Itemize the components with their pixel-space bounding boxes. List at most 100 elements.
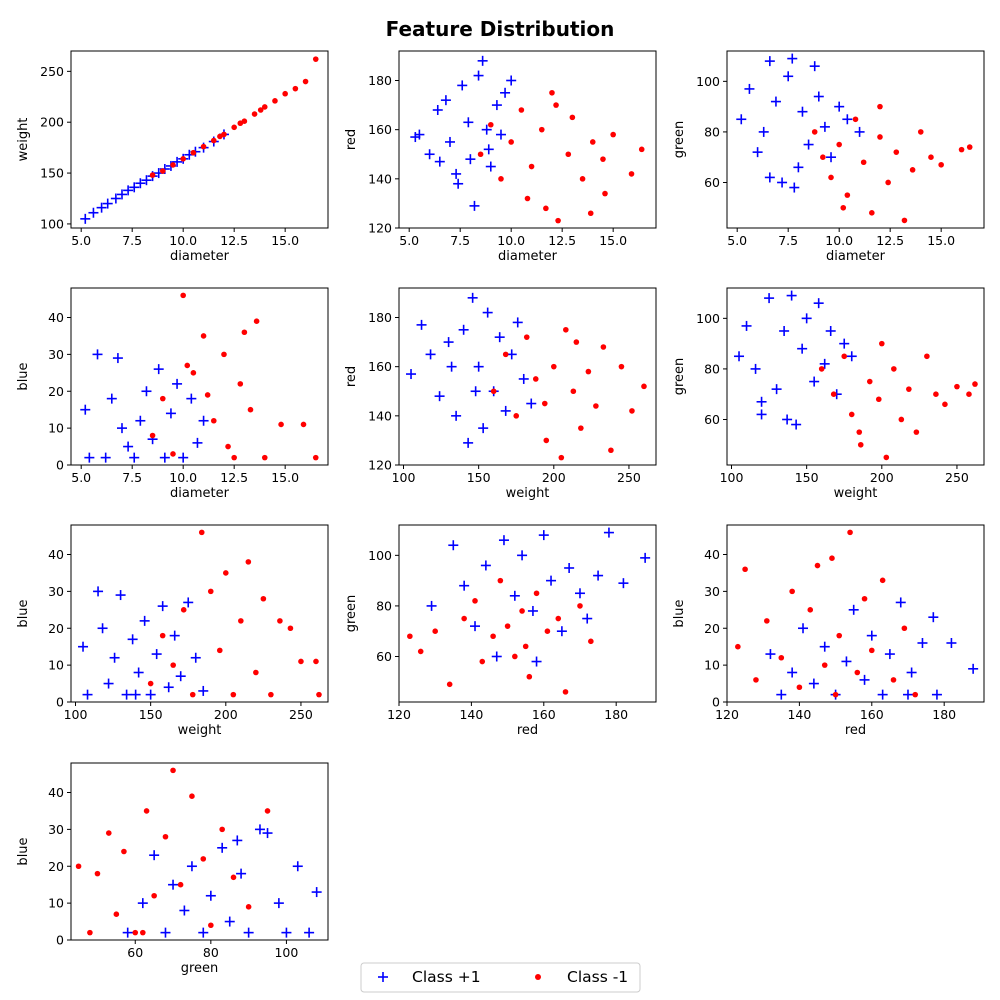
data-points (80, 292, 319, 463)
data-point-class-neg (277, 618, 283, 624)
y-tick-label: 30 (48, 822, 64, 837)
data-point-class-pos (848, 604, 859, 615)
data-point-class-pos (618, 578, 629, 589)
data-point-class-neg (829, 555, 835, 561)
data-point-class-neg (287, 625, 294, 632)
data-point-class-neg (629, 408, 635, 414)
x-tick-label: 200 (870, 470, 894, 485)
y-axis-label: green (344, 595, 359, 633)
data-point-class-neg (461, 615, 467, 622)
subplot-green-vs-red: 120 140 160 180 60 80 100 red green (344, 524, 657, 738)
y-axis-label: weight (16, 118, 31, 162)
data-point-class-neg (302, 78, 309, 85)
x-tick-label: 15.0 (271, 233, 299, 248)
x-tick-label: 150 (467, 470, 491, 485)
data-point-class-neg (807, 607, 814, 613)
data-point-class-neg (742, 566, 748, 573)
data-point-class-pos (756, 396, 767, 407)
data-point-class-neg (856, 429, 863, 435)
data-point-class-pos (224, 916, 235, 927)
data-point-class-pos (582, 613, 593, 624)
data-point-class-pos (82, 689, 93, 700)
data-point-class-pos (311, 887, 322, 898)
y-axis-label: green (672, 121, 687, 159)
x-axis-label: red (517, 723, 538, 738)
x-tick-label: 140 (459, 707, 483, 722)
data-points (736, 53, 973, 224)
data-point-class-pos (153, 364, 164, 375)
x-tick-label: 10.0 (497, 233, 525, 248)
data-point-class-neg (893, 149, 900, 155)
legend: Class +1 Class -1 (360, 962, 641, 993)
y-tick-label: 80 (376, 598, 392, 613)
data-point-class-pos (500, 87, 511, 98)
data-point-class-pos (448, 540, 459, 551)
data-point-class-pos (483, 144, 494, 155)
axes-frame (726, 524, 985, 703)
data-point-class-pos (480, 560, 491, 571)
data-point-class-pos (262, 828, 273, 839)
data-point-class-pos (165, 408, 176, 419)
legend-label-class-neg: Class -1 (567, 968, 628, 986)
data-point-class-pos (841, 656, 852, 667)
data-point-class-pos (776, 689, 787, 700)
data-point-class-neg (223, 570, 229, 576)
data-point-class-neg (170, 767, 176, 774)
data-point-class-pos (434, 391, 445, 402)
data-point-class-neg (563, 326, 569, 333)
data-point-class-pos (764, 293, 775, 304)
y-axis-label: blue (672, 599, 687, 627)
y-tick-label: 180 (368, 73, 392, 88)
data-point-class-pos (88, 207, 99, 218)
data-point-class-pos (777, 177, 788, 188)
data-point-class-pos (179, 905, 190, 916)
data-point-class-neg (821, 662, 828, 668)
data-point-class-pos (789, 182, 800, 193)
data-point-class-pos (473, 361, 484, 372)
data-point-class-neg (549, 89, 555, 96)
data-point-class-neg (933, 391, 939, 398)
data-point-class-neg (958, 146, 965, 153)
data-point-class-neg (200, 143, 207, 150)
data-point-class-pos (477, 55, 488, 66)
data-point-class-neg (901, 217, 908, 224)
data-point-class-pos (163, 682, 174, 693)
data-point-class-neg (231, 124, 237, 131)
data-point-class-neg (579, 176, 586, 182)
data-point-class-neg (543, 205, 549, 212)
x-tick-label: 12.5 (220, 470, 248, 485)
data-point-class-neg (189, 691, 196, 698)
y-tick-label: 60 (376, 649, 392, 664)
data-point-class-pos (157, 601, 168, 612)
data-point-class-neg (828, 174, 834, 181)
data-point-class-pos (895, 597, 906, 608)
data-point-class-neg (840, 204, 847, 211)
y-tick-label: 160 (368, 359, 392, 374)
x-axis-label: diameter (170, 486, 230, 501)
data-point-class-neg (852, 116, 859, 123)
data-point-class-pos (787, 53, 798, 64)
x-tick-label: 15.0 (271, 470, 299, 485)
y-tick-label: 100 (368, 548, 392, 563)
data-point-class-pos (205, 890, 216, 901)
data-point-class-pos (758, 126, 769, 137)
data-point-class-neg (159, 395, 166, 402)
data-point-class-neg (954, 383, 960, 390)
legend-frame (360, 962, 641, 993)
data-point-class-pos (928, 612, 939, 623)
data-point-class-pos (198, 927, 209, 938)
data-point-class-neg (796, 684, 803, 691)
data-point-class-neg (857, 441, 864, 448)
x-tick-label: 5.0 (727, 233, 747, 248)
data-point-class-pos (506, 75, 517, 86)
data-point-class-pos (756, 409, 767, 420)
data-points (406, 292, 647, 461)
data-point-class-neg (555, 217, 561, 224)
data-point-class-pos (141, 386, 152, 397)
data-point-class-neg (558, 454, 565, 461)
data-point-class-neg (526, 673, 533, 680)
data-point-class-pos (931, 689, 942, 700)
data-point-class-pos (292, 861, 303, 872)
data-point-class-neg (245, 904, 252, 910)
data-point-class-pos (509, 590, 520, 601)
